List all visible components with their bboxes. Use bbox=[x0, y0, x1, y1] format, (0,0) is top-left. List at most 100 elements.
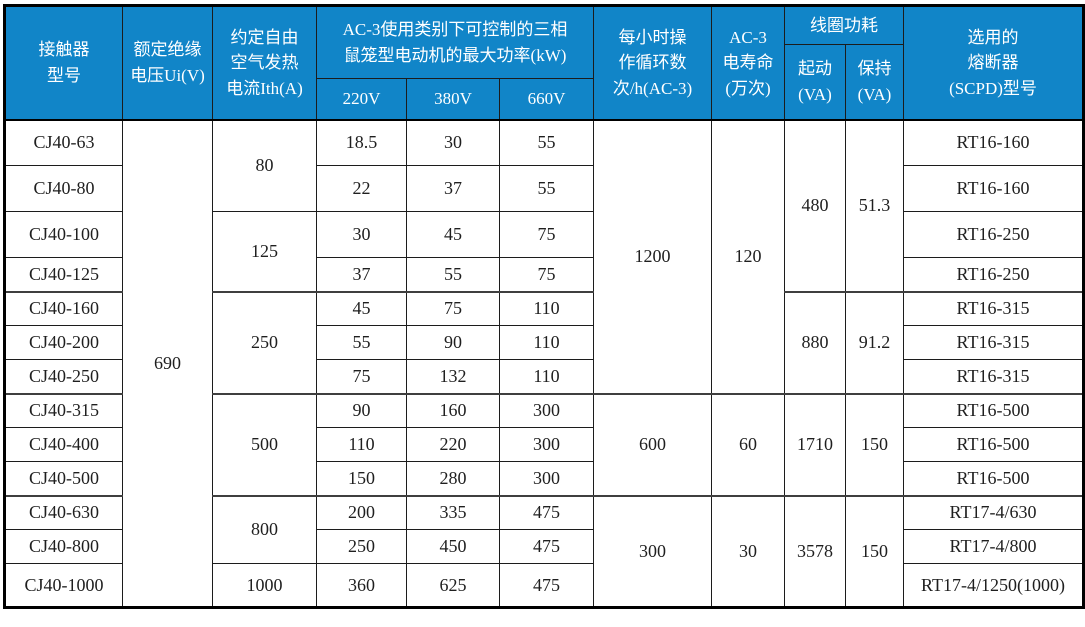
cell-kw-380: 160 bbox=[406, 392, 500, 428]
cell-kw-220: 22 bbox=[316, 165, 407, 212]
cell-kw-660: 475 bbox=[499, 563, 594, 608]
cell-fuse: RT16-315 bbox=[903, 290, 1084, 326]
cell-kw-660: 475 bbox=[499, 494, 594, 530]
header-coil-hold: 保持 (VA) bbox=[845, 44, 904, 120]
cell-kw-380: 75 bbox=[406, 290, 500, 326]
cell-kw-660: 55 bbox=[499, 118, 594, 166]
cell-coil-hold: 91.2 bbox=[845, 290, 904, 394]
cell-model: CJ40-315 bbox=[4, 392, 123, 428]
table-row: CJ40-125 37 55 75 RT16-250 bbox=[4, 257, 1084, 292]
header-operating-cycles: 每小时操 作循环数 次/h(AC-3) bbox=[593, 5, 712, 120]
cell-kw-660: 75 bbox=[499, 211, 594, 258]
cell-fuse: RT16-160 bbox=[903, 165, 1084, 212]
cell-kw-220: 30 bbox=[316, 211, 407, 258]
header-row-3: 220V 380V 660V bbox=[5, 78, 1084, 120]
cell-life: 60 bbox=[711, 392, 785, 496]
cell-kw-220: 90 bbox=[316, 392, 407, 428]
cell-kw-660: 475 bbox=[499, 529, 594, 564]
cell-kw-380: 90 bbox=[406, 325, 500, 360]
header-kw-660v: 660V bbox=[499, 78, 594, 120]
cell-fuse: RT16-160 bbox=[903, 118, 1084, 166]
cell-model: CJ40-200 bbox=[4, 325, 123, 360]
cell-fuse: RT16-500 bbox=[903, 427, 1084, 462]
cell-fuse: RT16-500 bbox=[903, 461, 1084, 496]
cell-coil-hold: 150 bbox=[845, 392, 904, 496]
header-kw-group: AC-3使用类别下可控制的三相 鼠笼型电动机的最大功率(kW) bbox=[316, 5, 594, 79]
cell-kw-660: 55 bbox=[499, 165, 594, 212]
table-row: CJ40-630 800 200 335 475 300 30 3578 150… bbox=[4, 494, 1084, 608]
cell-model: CJ40-800 bbox=[4, 529, 123, 564]
cell-model: CJ40-500 bbox=[4, 461, 123, 496]
page: 接触器 型号 额定绝缘 电压Ui(V) 约定自由 空气发热 电流Ith(A) A… bbox=[3, 4, 1085, 609]
table-body: CJ40-63 690 80 18.5 30 55 1200 120 480 5… bbox=[4, 118, 1084, 608]
header-fuse-type: 选用的 熔断器 (SCPD)型号 bbox=[903, 5, 1084, 120]
cell-kw-380: 37 bbox=[406, 165, 500, 212]
table-row: CJ40-400 110 220 300 RT16-500 bbox=[4, 427, 1084, 462]
cell-ith: 80 bbox=[212, 118, 317, 212]
cell-kw-220: 45 bbox=[316, 290, 407, 326]
cell-kw-660: 110 bbox=[499, 290, 594, 326]
cell-coil-hold: 51.3 bbox=[845, 118, 904, 292]
cell-model: CJ40-80 bbox=[4, 165, 123, 212]
cell-kw-660: 300 bbox=[499, 392, 594, 428]
header-kw-220v: 220V bbox=[316, 78, 407, 120]
cell-kw-660: 110 bbox=[499, 359, 594, 394]
cell-kw-220: 200 bbox=[316, 494, 407, 530]
cell-kw-660: 300 bbox=[499, 427, 594, 462]
cell-kw-380: 625 bbox=[406, 563, 500, 608]
cell-life: 120 bbox=[711, 118, 785, 394]
cell-model: CJ40-160 bbox=[4, 290, 123, 326]
cell-model: CJ40-125 bbox=[4, 257, 123, 292]
header-kw-380v: 380V bbox=[406, 78, 500, 120]
cell-coil-start: 3578 bbox=[784, 494, 846, 608]
cell-kw-660: 75 bbox=[499, 257, 594, 292]
cell-fuse: RT16-315 bbox=[903, 325, 1084, 360]
cell-kw-660: 300 bbox=[499, 461, 594, 496]
cell-cycles: 1200 bbox=[593, 118, 712, 394]
cell-cycles: 300 bbox=[593, 494, 712, 608]
header-row-2: 起动 (VA) 保持 (VA) bbox=[5, 44, 1084, 120]
table-row: CJ40-250 75 132 110 RT16-315 bbox=[4, 359, 1084, 394]
contactor-spec-table: 接触器 型号 额定绝缘 电压Ui(V) 约定自由 空气发热 电流Ith(A) A… bbox=[3, 4, 1085, 609]
table-row: CJ40-500 150 280 300 RT16-500 bbox=[4, 461, 1084, 496]
cell-coil-start: 1710 bbox=[784, 392, 846, 496]
cell-coil-start: 480 bbox=[784, 118, 846, 292]
cell-kw-220: 110 bbox=[316, 427, 407, 462]
header-electrical-life: AC-3 电寿命 (万次) bbox=[711, 5, 785, 120]
cell-kw-220: 250 bbox=[316, 529, 407, 564]
cell-model: CJ40-63 bbox=[4, 118, 123, 166]
table-row: CJ40-1000 1000 360 625 475 RT17-4/1250(1… bbox=[4, 563, 1084, 608]
cell-ith: 1000 bbox=[212, 563, 317, 608]
cell-kw-220: 37 bbox=[316, 257, 407, 292]
cell-fuse: RT17-4/800 bbox=[903, 529, 1084, 564]
cell-kw-220: 18.5 bbox=[316, 118, 407, 166]
header-coil-power-group: 线圈功耗 bbox=[784, 5, 904, 45]
header-rated-insulation-voltage: 额定绝缘 电压Ui(V) bbox=[122, 5, 213, 120]
cell-kw-380: 450 bbox=[406, 529, 500, 564]
cell-coil-start: 880 bbox=[784, 290, 846, 394]
cell-kw-220: 360 bbox=[316, 563, 407, 608]
cell-model: CJ40-630 bbox=[4, 494, 123, 530]
cell-kw-380: 335 bbox=[406, 494, 500, 530]
table-row: CJ40-100 125 30 45 75 RT16-250 bbox=[4, 211, 1084, 292]
table-row: CJ40-800 250 450 475 RT17-4/800 bbox=[4, 529, 1084, 564]
header-row-1: 接触器 型号 额定绝缘 电压Ui(V) 约定自由 空气发热 电流Ith(A) A… bbox=[4, 5, 1084, 120]
cell-cycles: 600 bbox=[593, 392, 712, 496]
cell-ith: 500 bbox=[212, 392, 317, 496]
cell-kw-380: 132 bbox=[406, 359, 500, 394]
cell-life: 30 bbox=[711, 494, 785, 608]
cell-fuse: RT17-4/1250(1000) bbox=[903, 563, 1084, 608]
cell-ith: 125 bbox=[212, 211, 317, 292]
cell-fuse: RT16-250 bbox=[903, 211, 1084, 258]
cell-kw-380: 280 bbox=[406, 461, 500, 496]
cell-model: CJ40-1000 bbox=[4, 563, 123, 608]
cell-kw-220: 55 bbox=[316, 325, 407, 360]
cell-kw-380: 55 bbox=[406, 257, 500, 292]
cell-coil-hold: 150 bbox=[845, 494, 904, 608]
cell-model: CJ40-100 bbox=[4, 211, 123, 258]
cell-ith: 250 bbox=[212, 290, 317, 394]
cell-kw-220: 150 bbox=[316, 461, 407, 496]
table-row: CJ40-80 22 37 55 RT16-160 bbox=[4, 165, 1084, 212]
cell-kw-380: 220 bbox=[406, 427, 500, 462]
cell-fuse: RT16-500 bbox=[903, 392, 1084, 428]
